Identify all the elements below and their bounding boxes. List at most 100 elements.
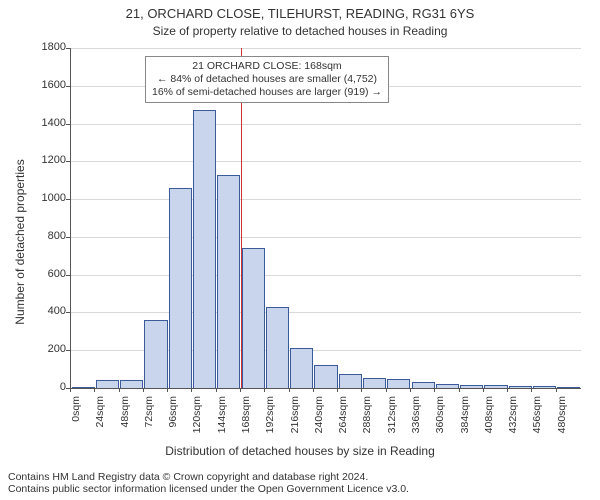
x-tick-label: 48sqm (119, 396, 131, 446)
x-tick-mark (264, 388, 265, 392)
x-tick-label: 432sqm (507, 396, 519, 446)
bar (266, 307, 289, 388)
x-tick-mark (94, 388, 95, 392)
chart-title: 21, ORCHARD CLOSE, TILEHURST, READING, R… (0, 6, 600, 21)
y-tick-label: 800 (26, 230, 66, 242)
x-tick-label: 216sqm (289, 396, 301, 446)
x-tick-mark (191, 388, 192, 392)
x-tick-label: 312sqm (386, 396, 398, 446)
y-tick-label: 200 (26, 343, 66, 355)
x-tick-mark (289, 388, 290, 392)
y-tick-mark (66, 237, 70, 238)
x-tick-mark (119, 388, 120, 392)
bar (412, 382, 435, 388)
y-axis-label: Number of detached properties (13, 122, 27, 362)
x-tick-mark (556, 388, 557, 392)
gridline (71, 275, 581, 276)
y-tick-mark (66, 86, 70, 87)
x-tick-label: 480sqm (556, 396, 568, 446)
bar (72, 387, 95, 388)
x-tick-label: 360sqm (434, 396, 446, 446)
x-tick-label: 336sqm (410, 396, 422, 446)
x-tick-mark (240, 388, 241, 392)
x-tick-label: 168sqm (240, 396, 252, 446)
bar (436, 384, 459, 388)
x-tick-mark (386, 388, 387, 392)
gridline (71, 48, 581, 49)
y-tick-mark (66, 124, 70, 125)
y-tick-mark (66, 275, 70, 276)
x-tick-mark (216, 388, 217, 392)
gridline (71, 124, 581, 125)
footnote-line1: Contains HM Land Registry data © Crown c… (8, 471, 409, 484)
x-tick-label: 192sqm (264, 396, 276, 446)
x-tick-label: 456sqm (531, 396, 543, 446)
x-tick-label: 288sqm (361, 396, 373, 446)
annotation-line: 21 ORCHARD CLOSE: 168sqm (152, 60, 382, 73)
x-tick-mark (143, 388, 144, 392)
x-tick-mark (459, 388, 460, 392)
gridline (71, 237, 581, 238)
bar (460, 385, 483, 388)
annotation-line: 16% of semi-detached houses are larger (… (152, 86, 382, 99)
y-tick-label: 0 (26, 381, 66, 393)
bar (120, 380, 143, 389)
y-tick-label: 400 (26, 305, 66, 317)
x-tick-label: 408sqm (483, 396, 495, 446)
bar (169, 188, 192, 388)
x-tick-mark (483, 388, 484, 392)
bar (387, 379, 410, 388)
x-tick-label: 144sqm (216, 396, 228, 446)
x-tick-mark (531, 388, 532, 392)
x-tick-label: 240sqm (313, 396, 325, 446)
y-tick-label: 1600 (26, 79, 66, 91)
bar (533, 386, 556, 388)
y-tick-mark (66, 161, 70, 162)
plot-area: 21 ORCHARD CLOSE: 168sqm← 84% of detache… (70, 48, 581, 389)
x-tick-label: 72sqm (143, 396, 155, 446)
x-tick-mark (167, 388, 168, 392)
bar (290, 348, 313, 388)
y-tick-mark (66, 350, 70, 351)
bar (363, 378, 386, 388)
bar (144, 320, 167, 388)
x-tick-mark (70, 388, 71, 392)
y-tick-label: 1200 (26, 154, 66, 166)
y-tick-label: 1400 (26, 117, 66, 129)
chart-container: 21, ORCHARD CLOSE, TILEHURST, READING, R… (0, 0, 600, 500)
bar (217, 175, 240, 388)
x-tick-mark (337, 388, 338, 392)
x-tick-mark (434, 388, 435, 392)
annotation-line: ← 84% of detached houses are smaller (4,… (152, 73, 382, 86)
bar (314, 365, 337, 388)
footnote-line2: Contains public sector information licen… (8, 483, 409, 496)
y-tick-mark (66, 312, 70, 313)
y-tick-mark (66, 48, 70, 49)
y-tick-label: 1000 (26, 192, 66, 204)
gridline (71, 161, 581, 162)
y-tick-label: 1800 (26, 41, 66, 53)
gridline (71, 199, 581, 200)
x-axis-label: Distribution of detached houses by size … (0, 444, 600, 458)
bar (484, 385, 507, 388)
y-tick-mark (66, 199, 70, 200)
annotation-box: 21 ORCHARD CLOSE: 168sqm← 84% of detache… (145, 56, 389, 103)
gridline (71, 312, 581, 313)
x-tick-label: 0sqm (70, 396, 82, 446)
bar (339, 374, 362, 388)
x-tick-label: 120sqm (191, 396, 203, 446)
y-tick-label: 600 (26, 268, 66, 280)
x-tick-label: 384sqm (459, 396, 471, 446)
footnote: Contains HM Land Registry data © Crown c… (8, 471, 409, 496)
x-tick-label: 96sqm (167, 396, 179, 446)
chart-subtitle: Size of property relative to detached ho… (0, 24, 600, 38)
bar (193, 110, 216, 388)
x-tick-mark (507, 388, 508, 392)
x-tick-label: 264sqm (337, 396, 349, 446)
x-tick-mark (361, 388, 362, 392)
bar (96, 380, 119, 388)
x-tick-mark (313, 388, 314, 392)
bar (557, 387, 580, 389)
bar (509, 386, 532, 388)
x-tick-mark (410, 388, 411, 392)
